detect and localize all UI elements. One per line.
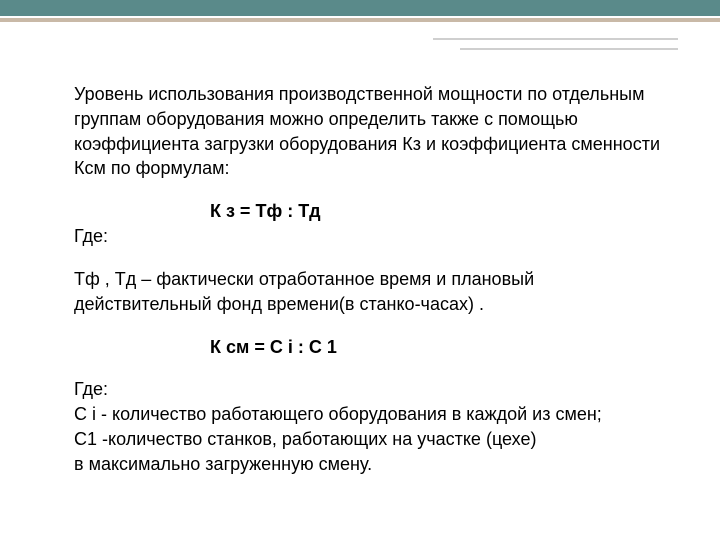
where-label-1: Где: xyxy=(74,224,660,249)
formula-2: К см = С i : С 1 xyxy=(74,335,660,360)
definition-2-line2: С1 -количество станков, работающих на уч… xyxy=(74,427,660,452)
definition-2: Где: С i - количество работающего оборуд… xyxy=(74,377,660,476)
slide-content: Уровень использования производственной м… xyxy=(74,82,660,477)
definition-2-line1: С i - количество работающего оборудовани… xyxy=(74,402,660,427)
header-bar-main xyxy=(0,0,720,16)
slide-header-decoration xyxy=(0,0,720,24)
formula-1: К з = Тф : Тд xyxy=(74,199,660,224)
decor-line-bottom xyxy=(460,48,678,50)
definition-2-line3: в максимально загруженную смену. xyxy=(74,452,660,477)
definition-1: Тф , Тд – фактически отработанное время … xyxy=(74,267,660,317)
decor-line-top xyxy=(433,38,678,40)
formula-block-1: К з = Тф : Тд Где: xyxy=(74,199,660,249)
header-bar-accent xyxy=(0,18,720,22)
where-label-2: Где: xyxy=(74,377,660,402)
intro-paragraph: Уровень использования производственной м… xyxy=(74,82,660,181)
